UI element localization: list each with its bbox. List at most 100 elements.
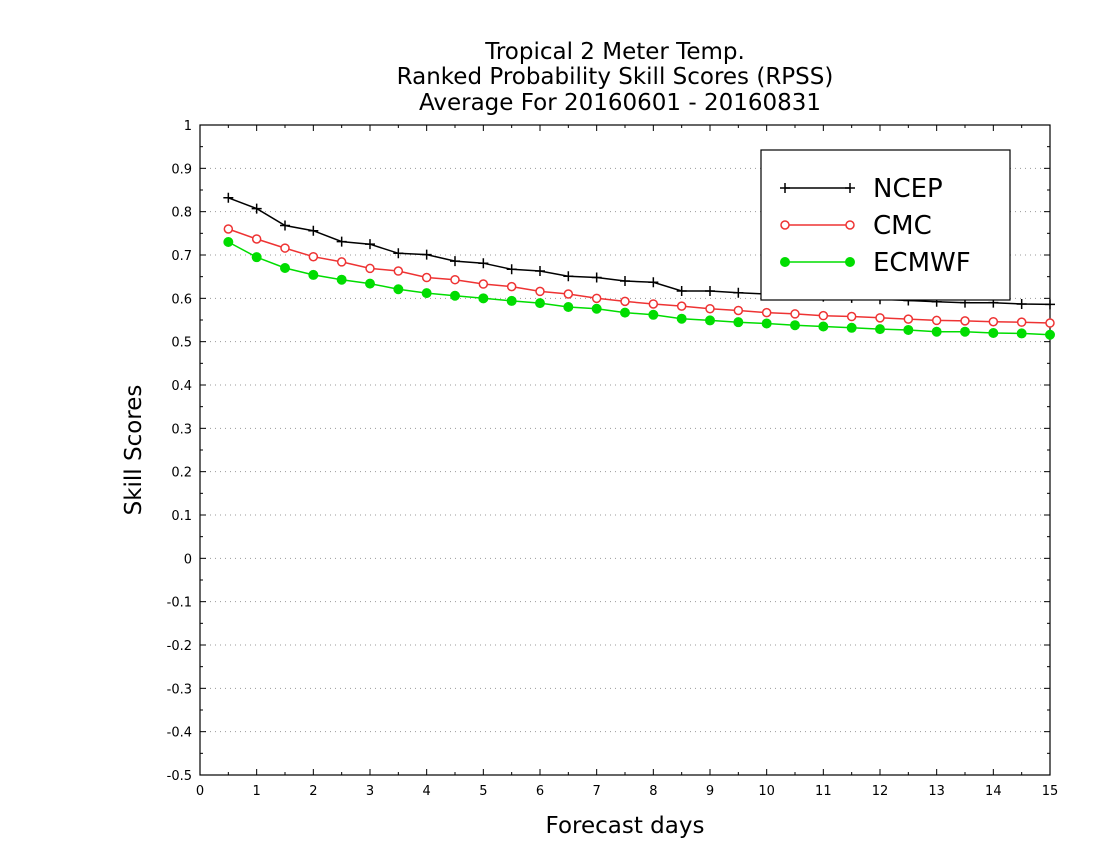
data-point-ecmwf xyxy=(733,317,744,328)
x-tick-label: 4 xyxy=(423,784,431,799)
y-tick-label: 0.2 xyxy=(171,466,192,481)
data-point-ecmwf xyxy=(563,302,574,312)
data-point-cmc xyxy=(506,281,517,292)
data-point-ecmwf xyxy=(591,303,602,314)
data-point-ecmwf xyxy=(648,309,659,320)
data-point-ncep xyxy=(251,203,262,214)
data-point-cmc xyxy=(875,313,885,323)
data-point-ncep xyxy=(1016,298,1027,309)
y-tick-label: -0.1 xyxy=(167,596,192,611)
data-point-cmc xyxy=(1016,317,1027,327)
data-point-ecmwf xyxy=(308,269,319,280)
data-point-ecmwf xyxy=(790,320,800,331)
data-point-ncep xyxy=(280,220,290,231)
data-point-ecmwf xyxy=(1045,329,1055,340)
data-point-cmc xyxy=(648,299,659,309)
x-tick-label: 6 xyxy=(536,784,544,799)
legend-label: ECMWF xyxy=(873,248,971,278)
x-axis-label: Forecast days xyxy=(546,813,705,839)
x-tick-label: 2 xyxy=(309,784,317,799)
data-point-ncep xyxy=(450,256,460,267)
data-point-cmc xyxy=(761,307,772,318)
data-point-ecmwf xyxy=(336,274,347,285)
data-point-ecmwf xyxy=(1016,328,1027,339)
data-point-ecmwf xyxy=(393,284,404,295)
data-point-cmc xyxy=(450,274,460,285)
series-layer xyxy=(223,192,1055,340)
legend-swatch-marker xyxy=(780,257,790,267)
data-point-cmc xyxy=(421,272,432,283)
data-point-ecmwf xyxy=(761,318,772,329)
data-point-ncep xyxy=(705,285,715,296)
legend-entry-ecmwf: ECMWF xyxy=(780,248,971,278)
y-tick-label: 0.8 xyxy=(171,206,192,221)
series-cmc xyxy=(223,224,1055,328)
data-point-cmc xyxy=(563,289,574,299)
x-tick-label: 10 xyxy=(758,784,775,799)
data-point-ecmwf xyxy=(506,295,517,306)
data-point-ecmwf xyxy=(875,324,885,335)
data-point-ncep xyxy=(535,266,545,277)
data-point-ecmwf xyxy=(620,307,630,318)
y-tick-label: 1 xyxy=(184,119,192,134)
series-ecmwf xyxy=(223,237,1055,340)
data-point-cmc xyxy=(223,224,234,234)
x-tick-label: 7 xyxy=(593,784,601,799)
data-point-ncep xyxy=(421,249,432,260)
data-point-ecmwf xyxy=(421,288,432,299)
y-axis-ticks: -0.5 -0.4 -0.3 -0.2 -0.1 0 0.1 0.2 0.3 0.4 0.5 0.6 0… xyxy=(167,119,1050,784)
data-point-ecmwf xyxy=(818,321,829,332)
data-point-ncep xyxy=(506,264,517,275)
legend-swatch-marker xyxy=(780,183,790,193)
data-point-ncep xyxy=(733,287,744,298)
data-point-cmc xyxy=(818,310,829,321)
x-tick-label: 5 xyxy=(479,784,487,799)
x-tick-label: 14 xyxy=(985,784,1002,799)
data-point-ncep xyxy=(676,285,687,296)
data-point-cmc xyxy=(1045,318,1055,328)
y-tick-label: -0.3 xyxy=(167,682,192,697)
y-axis-label: Skill Scores xyxy=(121,385,147,516)
chart-title-line-1: Tropical 2 Meter Temp. xyxy=(484,39,745,65)
data-point-ecmwf xyxy=(450,290,460,301)
x-tick-label: 11 xyxy=(815,784,832,799)
data-point-ncep xyxy=(308,225,319,236)
legend-label: NCEP xyxy=(873,174,943,204)
x-tick-label: 8 xyxy=(649,784,657,799)
x-tick-label: 1 xyxy=(253,784,261,799)
data-point-ecmwf xyxy=(535,298,545,309)
legend-entry-cmc: CMC xyxy=(780,211,932,241)
data-point-ecmwf xyxy=(705,315,715,326)
y-tick-label: 0.6 xyxy=(171,292,192,307)
data-point-cmc xyxy=(478,279,489,289)
data-point-ncep xyxy=(591,272,602,283)
legend-swatch-marker xyxy=(780,220,790,230)
data-point-ecmwf xyxy=(280,263,290,273)
data-point-cmc xyxy=(705,303,715,314)
y-tick-label: 0 xyxy=(184,552,192,567)
data-point-cmc xyxy=(960,316,970,326)
data-point-cmc xyxy=(280,243,290,253)
data-point-ecmwf xyxy=(365,278,375,289)
data-point-cmc xyxy=(676,301,687,311)
data-point-ecmwf xyxy=(251,252,262,263)
data-point-ncep xyxy=(365,239,375,250)
data-point-cmc xyxy=(336,257,347,267)
x-tick-label: 9 xyxy=(706,784,714,799)
data-point-ncep xyxy=(223,192,234,203)
legend-swatch-marker xyxy=(845,183,855,193)
y-tick-label: 0.3 xyxy=(171,422,192,437)
data-point-ecmwf xyxy=(676,313,687,324)
grid xyxy=(200,167,1050,733)
data-point-ncep xyxy=(620,276,630,286)
data-point-cmc xyxy=(733,305,744,316)
legend-label: CMC xyxy=(873,211,932,241)
y-tick-label: -0.2 xyxy=(167,639,192,654)
data-point-ecmwf xyxy=(988,328,999,338)
data-point-cmc xyxy=(988,316,999,327)
data-point-ncep xyxy=(336,236,347,247)
data-point-cmc xyxy=(535,286,545,297)
data-point-cmc xyxy=(931,315,942,326)
legend-entry-ncep: NCEP xyxy=(780,174,943,204)
y-tick-label: 0.7 xyxy=(171,249,192,264)
